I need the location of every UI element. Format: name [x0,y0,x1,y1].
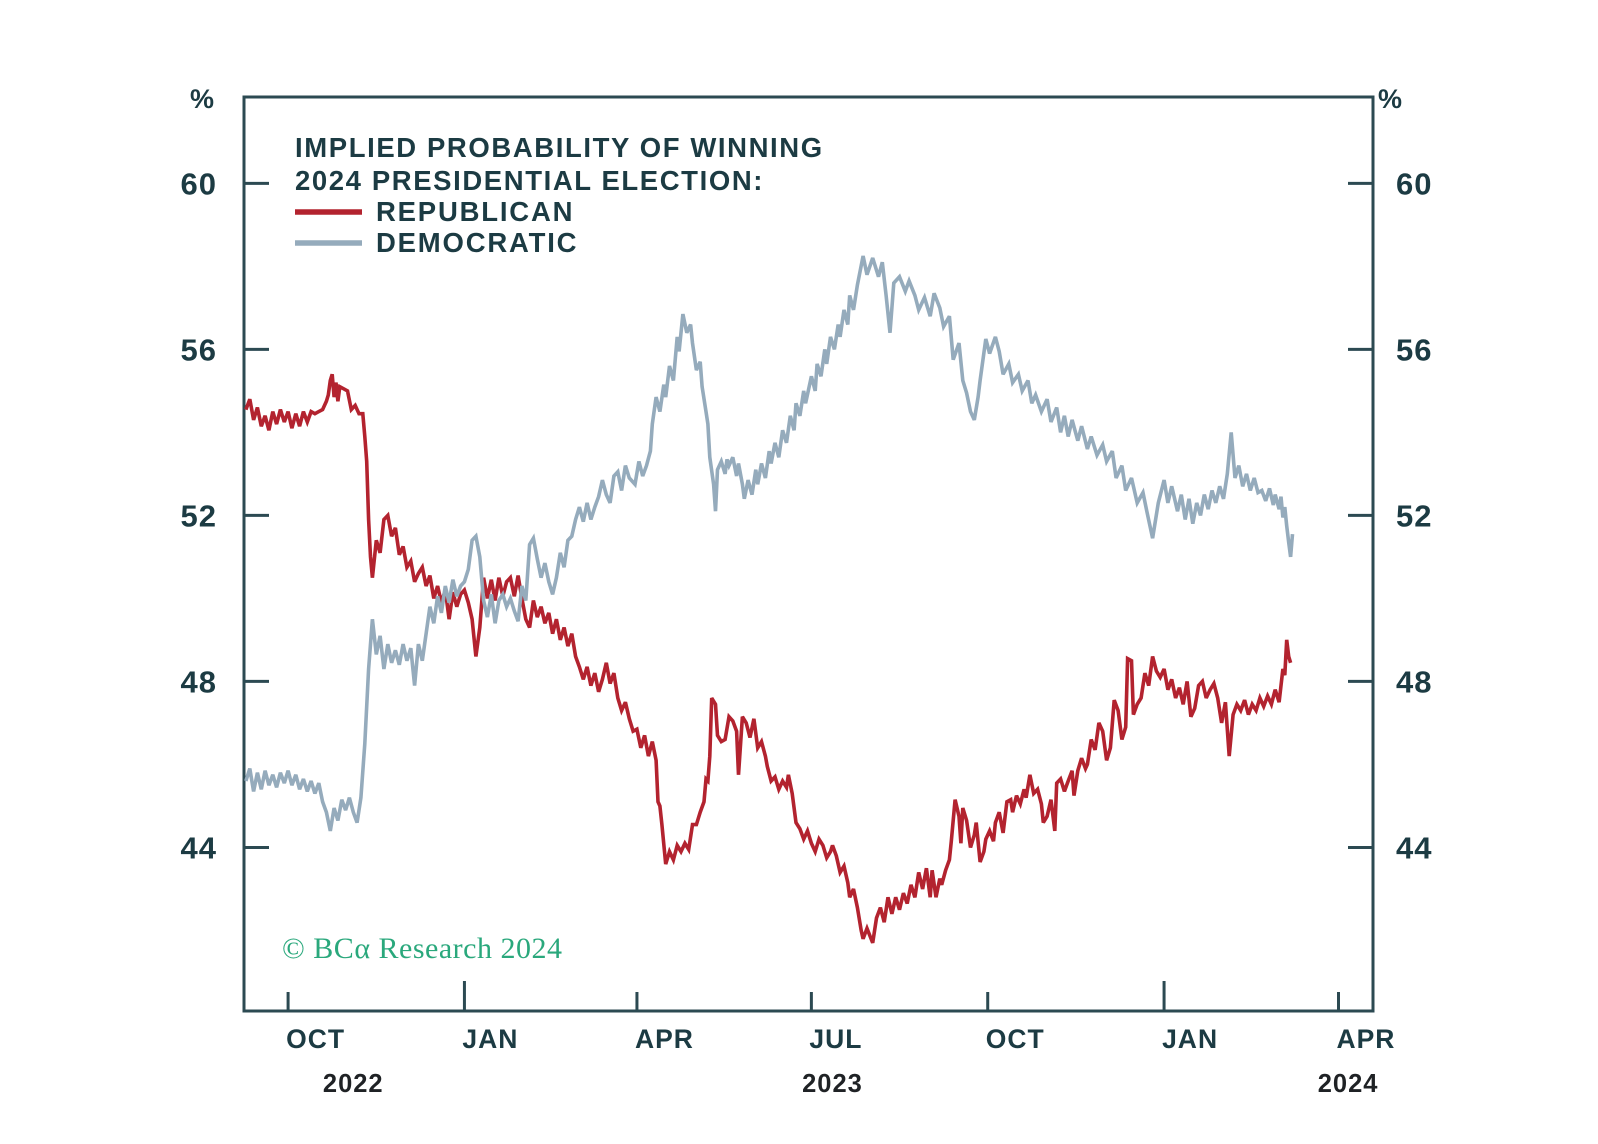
x-axis-year-labels: 2022 2023 2024 [323,1070,1379,1098]
month-label: JAN [462,1024,518,1054]
y-tick-label: 60 [1396,166,1432,201]
watermark: © BCα Research 2024 [282,932,562,965]
chart-title-line1: IMPLIED PROBABILITY OF WINNING [295,132,824,163]
legend-label-republican: REPUBLICAN [376,196,574,227]
y-tick-label: 44 [181,830,217,865]
republican-line [244,373,1293,944]
month-label: JAN [1162,1024,1218,1054]
year-label: 2024 [1318,1070,1379,1098]
x-axis-month-labels: OCT JAN APR JUL OCT JAN APR [286,1024,1395,1054]
x-axis-ticks [286,981,1340,1011]
y-axis-ticks [244,181,1373,849]
month-label: APR [635,1024,694,1054]
chart-title-line2: 2024 PRESIDENTIAL ELECTION: [295,165,764,196]
y-tick-label: 56 [1396,332,1432,367]
y-tick-label: 52 [181,498,217,533]
y-tick-label: 56 [181,332,217,367]
y-tick-label: 60 [181,166,217,201]
democratic-line [244,255,1295,832]
y-tick-label: 52 [1396,498,1432,533]
year-label: 2022 [323,1070,384,1098]
month-label: OCT [986,1024,1045,1054]
y-tick-label: 44 [1396,830,1432,865]
y-axis-labels-right: 44 48 52 56 60 [1396,166,1432,865]
y-axis-labels-left: 44 48 52 56 60 [181,166,217,865]
month-label: APR [1336,1024,1395,1054]
percent-label-left: % [190,84,214,114]
month-label: JUL [809,1024,862,1054]
plot-border [242,95,1375,1013]
percent-label-right: % [1378,84,1402,114]
y-tick-label: 48 [181,664,217,699]
legend: REPUBLICAN DEMOCRATIC [295,196,578,258]
month-label: OCT [286,1024,345,1054]
legend-label-democratic: DEMOCRATIC [376,227,578,258]
year-label: 2023 [802,1070,863,1098]
y-tick-label: 48 [1396,664,1432,699]
